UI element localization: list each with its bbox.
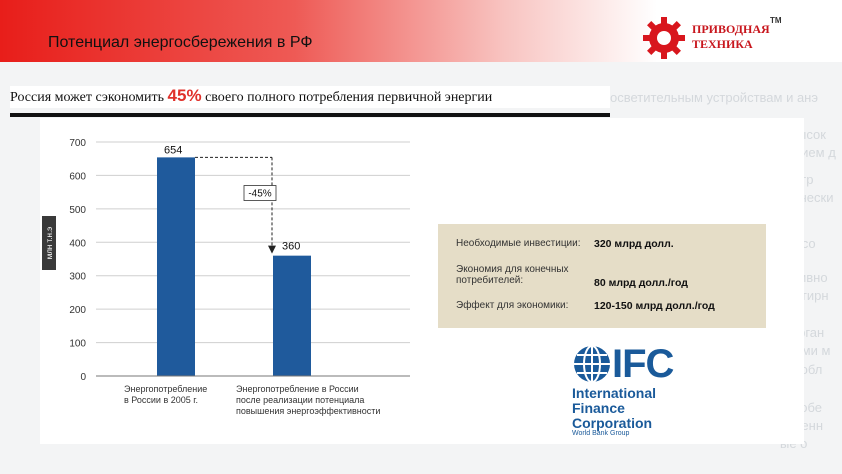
y-tick-label: 100 [69,339,86,350]
globe-icon [574,345,610,383]
ifc-line2: Finance [572,400,625,416]
x-category-label: после реализации потенциала [236,395,364,405]
x-category-label: Энергопотребление [124,384,207,394]
bar [273,255,311,376]
y-tick-label: 600 [69,171,86,182]
x-category-label: повышения энергоэффективности [236,406,380,416]
annotation-box [243,185,277,201]
ifc-subtext: World Bank Group [572,430,630,437]
ghost-text: осветительным устройствам и анэ [610,90,818,105]
arrow-icon [268,245,276,254]
y-tick-label: 300 [69,272,86,283]
x-category-label: в России в 2005 г. [124,395,198,405]
y-tick-label: 700 [69,138,86,149]
x-category-label: Энергопотребление в России [236,384,359,394]
ifc-line1: International [572,385,657,401]
bar [157,157,195,376]
y-tick-label: 200 [69,305,86,316]
ylabel-box [42,216,56,270]
page-title: Потенциал энергосбережения в РФ [48,34,313,51]
subtitle-rule [10,113,610,117]
y-tick-label: 400 [69,238,86,249]
data-label: 360 [282,241,300,253]
investment-info-box: Необходимые инвестиции: 320 млрд долл. Эко… [438,224,766,328]
ifc-line3: Corporation [572,415,653,431]
info-row-label-line: потребителей: [456,275,524,286]
y-axis-label: млн т.н.э [45,227,54,260]
ifc-logo: IFC International Finance Corporation Wo… [572,342,682,440]
slide-subtitle: Россия может сэкономить 45% своего полно… [10,86,610,108]
subtitle-percent: 45% [167,86,202,105]
info-row-value: 80 млрд долл./год [594,277,688,289]
subtitle-after: своего полного потребления первичной эне… [201,90,493,105]
info-row-label: Необходимые инвестиции: [456,238,581,249]
logo-line2: ТЕХНИКА [692,37,753,51]
info-row-value: 320 млрд долл. [594,238,674,250]
bar-chart: 0 100 200 300 400 500 600 700 млн т.н.э 654 360 -45… [42,138,410,416]
logo-text: ПРИВОДНАЯ ТЕХНИКА [692,22,770,52]
info-row-label: Эффект для экономики: [456,300,568,311]
ifc-mark: IFC [612,342,674,386]
gear-icon [643,17,685,59]
logo-tm: TM [770,16,782,25]
slide-header: Потенциал энергосбережения в РФ ПРИВОДНА… [0,0,842,62]
brand-logo: ПРИВОДНАЯ ТЕХНИКА TM [642,16,782,60]
info-row-value: 120-150 млрд долл./год [594,300,715,312]
info-row-label: Экономия для конечных потребителей: [456,264,569,286]
logo-line1: ПРИВОДНАЯ [692,22,770,36]
annotation-label: -45% [248,189,271,200]
y-tick-label: 0 [80,372,86,383]
info-row-label-line: Эффект для экономики: [456,300,569,311]
data-label: 654 [164,144,182,156]
subtitle-before: Россия может сэкономить [10,90,168,105]
y-tick-label: 500 [69,205,86,216]
info-row-label-line: Необходимые инвестиции: [456,238,581,249]
info-row-label-line: Экономия для конечных [456,264,569,275]
